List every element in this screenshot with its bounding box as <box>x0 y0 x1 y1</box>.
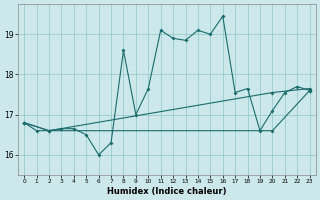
X-axis label: Humidex (Indice chaleur): Humidex (Indice chaleur) <box>107 187 227 196</box>
